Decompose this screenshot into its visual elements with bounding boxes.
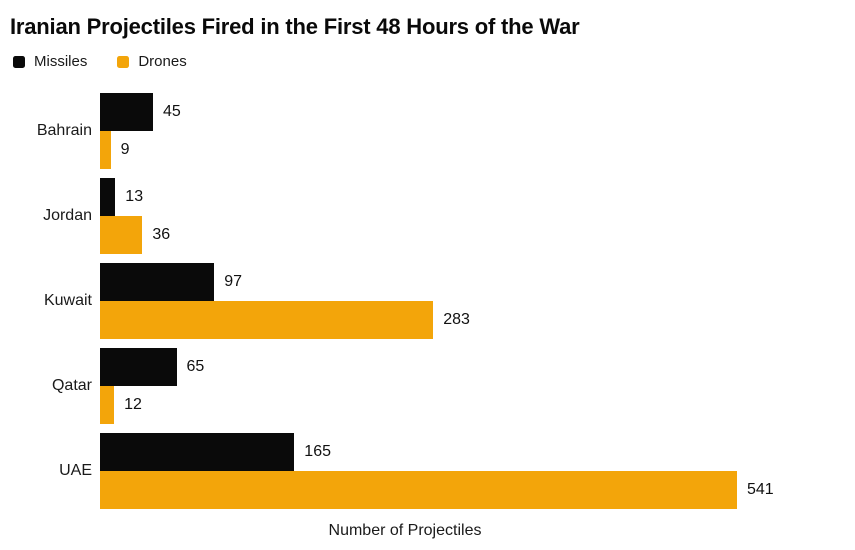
legend: Missiles Drones <box>13 53 855 70</box>
legend-label-missiles: Missiles <box>34 53 88 70</box>
category-group-qatar: Qatar 65 12 <box>10 348 855 424</box>
bar-row-drones-kuwait: 283 <box>100 301 470 339</box>
bar-drones-jordan <box>100 216 143 254</box>
bar-pair-qatar: 65 12 <box>100 348 204 424</box>
bar-row-drones-jordan: 36 <box>100 216 170 254</box>
value-label-missiles-kuwait: 97 <box>224 273 242 290</box>
value-label-drones-bahrain: 9 <box>120 141 130 158</box>
missiles-swatch-icon <box>13 55 25 68</box>
category-label-bahrain: Bahrain <box>36 122 92 139</box>
plot-area: Bahrain 45 9 Jordan 13 36 Kuwait 97 283 Qatar 65 12… <box>10 93 855 509</box>
legend-label-drones: Drones <box>138 53 187 70</box>
value-label-drones-jordan: 36 <box>152 226 171 243</box>
category-group-bahrain: Bahrain 45 9 <box>10 93 855 169</box>
category-label-qatar: Qatar <box>51 377 92 394</box>
bar-drones-bahrain <box>100 131 111 169</box>
legend-item-missiles: Missiles <box>13 53 87 70</box>
value-label-missiles-jordan: 13 <box>125 188 144 205</box>
category-label-jordan: Jordan <box>43 207 92 224</box>
bar-pair-uae: 165 541 <box>100 433 774 509</box>
value-label-drones-qatar: 12 <box>124 396 142 413</box>
category-group-jordan: Jordan 13 36 <box>10 178 855 254</box>
bar-pair-kuwait: 97 283 <box>100 263 470 339</box>
bar-row-drones-bahrain: 9 <box>100 131 181 169</box>
bar-row-missiles-kuwait: 97 <box>100 263 470 301</box>
bar-pair-bahrain: 45 9 <box>100 93 181 169</box>
bar-row-missiles-uae: 165 <box>100 433 774 471</box>
legend-item-drones: Drones <box>117 53 187 70</box>
bar-missiles-bahrain <box>100 93 153 131</box>
bar-row-missiles-bahrain: 45 <box>100 93 181 131</box>
category-label-kuwait: Kuwait <box>43 292 92 309</box>
bar-pair-jordan: 13 36 <box>100 178 170 254</box>
bar-row-drones-qatar: 12 <box>100 386 204 424</box>
value-label-drones-uae: 541 <box>747 481 774 498</box>
category-group-kuwait: Kuwait 97 283 <box>10 263 855 339</box>
value-label-drones-kuwait: 283 <box>443 311 470 328</box>
bar-row-missiles-qatar: 65 <box>100 348 204 386</box>
bar-missiles-qatar <box>100 348 177 386</box>
bar-drones-uae <box>100 471 737 509</box>
value-label-missiles-uae: 165 <box>304 443 331 460</box>
chart-title: Iranian Projectiles Fired in the First 4… <box>10 14 580 39</box>
bar-drones-qatar <box>100 386 115 424</box>
bar-missiles-uae <box>100 433 295 471</box>
category-label-uae: UAE <box>59 462 92 479</box>
x-axis-label: Number of Projectiles <box>328 522 482 539</box>
drones-swatch-icon <box>117 55 130 68</box>
value-label-missiles-qatar: 65 <box>186 358 205 375</box>
value-label-missiles-bahrain: 45 <box>163 103 181 120</box>
bar-row-drones-uae: 541 <box>100 471 774 509</box>
bar-missiles-kuwait <box>100 263 215 301</box>
bar-drones-kuwait <box>100 301 434 339</box>
category-group-uae: UAE 165 541 <box>10 433 855 509</box>
bar-row-missiles-jordan: 13 <box>100 178 170 216</box>
bar-missiles-jordan <box>100 178 116 216</box>
